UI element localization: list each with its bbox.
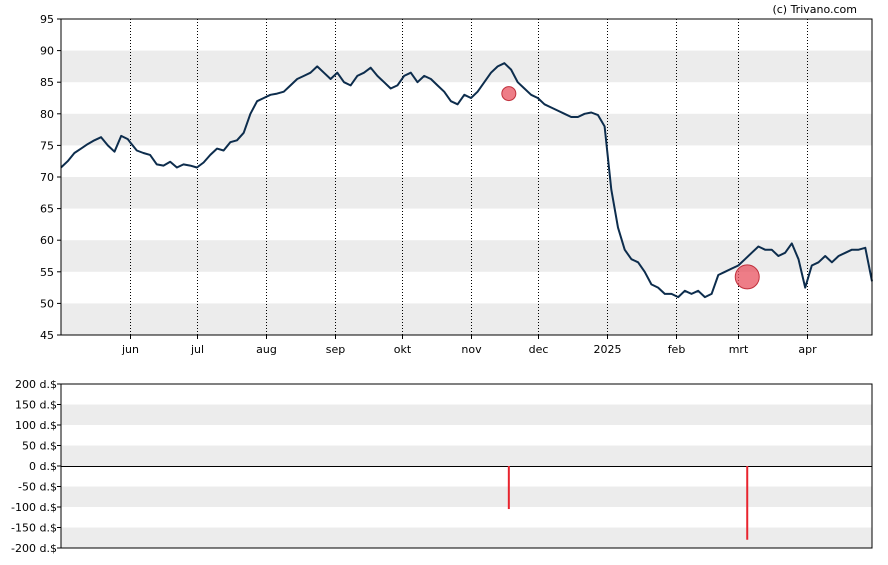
price-y-tick-label: 50	[40, 297, 54, 310]
price-x-tick-label: nov	[461, 343, 482, 356]
price-y-tick-label: 75	[40, 139, 54, 152]
price-y-tick-label: 95	[40, 13, 54, 26]
transactions-y-tick-label: 50 d.$	[22, 440, 57, 453]
price-line	[60, 62, 873, 299]
transactions-band	[61, 527, 872, 548]
chart-credit: (c) Trivano.com	[772, 3, 857, 16]
transactions-bars	[507, 466, 749, 540]
price-y-axis-ticks: 95 90 85 80 75 70 65 60 55 50 45	[40, 13, 61, 342]
price-band	[61, 303, 872, 335]
transactions-band	[61, 404, 872, 425]
price-panel: 95 90 85 80 75 70 65 60 55 50 45 jun jul aug sep okt no…	[40, 13, 873, 356]
transactions-y-axis-ticks: 200 d.$ 150 d.$ 100 d.$ 50 d.$ 0 d.$ -50 d.$ -…	[11, 378, 61, 555]
price-y-tick-label: 80	[40, 108, 54, 121]
price-x-tick-label: mrt	[729, 343, 749, 356]
transactions-y-tick-label: -200 d.$	[11, 542, 57, 555]
price-y-tick-label: 85	[40, 76, 54, 89]
price-y-tick-label: 60	[40, 234, 54, 247]
transaction-marker	[734, 264, 760, 290]
price-band	[61, 50, 872, 83]
price-x-tick-label: 2025	[594, 343, 622, 356]
price-x-tick-label: sep	[326, 343, 345, 356]
price-y-tick-label: 45	[40, 329, 54, 342]
transactions-band	[61, 445, 872, 466]
price-y-tick-label: 65	[40, 203, 54, 216]
price-x-tick-label: aug	[256, 343, 277, 356]
price-x-tick-label: dec	[529, 343, 549, 356]
price-y-tick-label: 70	[40, 171, 54, 184]
price-y-tick-label: 55	[40, 266, 54, 279]
transactions-plot-frame	[60, 383, 873, 549]
transactions-panel: 200 d.$ 150 d.$ 100 d.$ 50 d.$ 0 d.$ -50 d.$ -…	[11, 378, 873, 555]
transaction-marker	[501, 86, 517, 102]
transactions-band	[61, 486, 872, 507]
price-band	[61, 177, 872, 209]
transactions-y-tick-label: -100 d.$	[11, 501, 57, 514]
price-x-tick-label: jul	[190, 343, 204, 356]
price-band	[61, 113, 872, 146]
price-x-tick-label: okt	[394, 343, 412, 356]
price-x-tick-label: feb	[668, 343, 686, 356]
transactions-y-tick-label: 150 d.$	[15, 399, 57, 412]
transactions-y-tick-label: -50 d.$	[18, 481, 57, 494]
transactions-y-tick-label: 0 d.$	[29, 460, 57, 473]
transactions-bands	[61, 404, 872, 548]
transactions-y-tick-label: 200 d.$	[15, 378, 57, 391]
price-x-axis-ticks: jun jul aug sep okt nov dec 2025 feb mrt apr	[121, 335, 817, 356]
price-x-tick-label: jun	[121, 343, 139, 356]
price-y-tick-label: 90	[40, 45, 54, 58]
transactions-y-tick-label: -150 d.$	[11, 522, 57, 535]
price-bands	[61, 50, 872, 335]
transactions-y-tick-label: 100 d.$	[15, 419, 57, 432]
price-markers	[501, 86, 760, 290]
price-x-tick-label: apr	[798, 343, 817, 356]
price-plot-frame	[60, 18, 873, 336]
